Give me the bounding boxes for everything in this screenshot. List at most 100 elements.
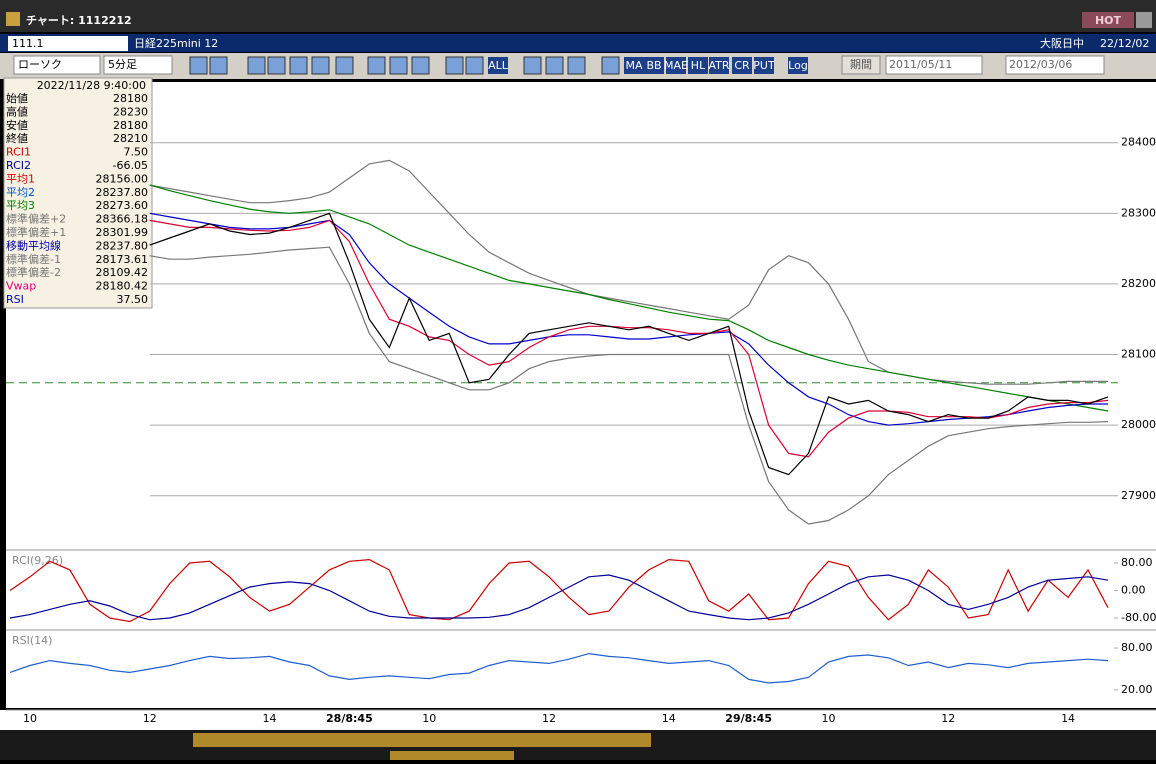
y-tick-label: 80.00 [1121, 641, 1153, 654]
interval-select[interactable] [103, 55, 173, 75]
info-value: 28180 [113, 92, 148, 105]
panel-title: RCI(9,26) [12, 554, 63, 567]
info-label: 標準偏差+2 [6, 212, 66, 226]
tool-icon[interactable] [311, 56, 330, 75]
tool-icon[interactable] [189, 56, 208, 75]
from-input[interactable] [885, 55, 983, 75]
tool-label: ALL [488, 59, 509, 72]
tool-button[interactable] [624, 57, 644, 74]
series-line [9, 574, 1109, 621]
tool-label: CR [734, 59, 750, 72]
tool-icon[interactable] [465, 56, 484, 75]
info-value: 28237.80 [96, 186, 149, 199]
info-value: 28173.61 [96, 253, 149, 266]
y-tick-label: 27900 [1121, 489, 1156, 502]
tool-icon[interactable] [267, 56, 286, 75]
series-line [149, 212, 1108, 426]
session: 大阪日中 [1040, 36, 1084, 50]
interval: 5分足 [108, 58, 137, 71]
symbol-name: 日経225mini 12 [134, 37, 218, 50]
x-tick-label: 14 [1061, 712, 1075, 725]
x-tick-label: 12 [542, 712, 556, 725]
x-tick-label: 14 [263, 712, 277, 725]
info-label: 標準偏差-2 [6, 265, 61, 279]
tool-icon[interactable] [545, 56, 564, 75]
x-axis-area [0, 710, 1156, 730]
info-label: 安値 [6, 118, 28, 132]
series-line [149, 184, 1109, 412]
y-tick-label: 28100 [1121, 348, 1156, 361]
hot-badge[interactable] [1082, 12, 1134, 28]
tool-label: MA [625, 59, 642, 72]
info-label: RCI1 [6, 146, 31, 159]
from-date: 2011/05/11 [889, 58, 952, 71]
info-label: 始値 [6, 91, 28, 105]
period-button[interactable] [841, 55, 881, 75]
x-tick-label: 29/8:45 [725, 712, 772, 725]
scroll-thumb[interactable] [193, 733, 651, 747]
tool-icon[interactable] [411, 56, 430, 75]
tool-label: HL [691, 59, 706, 72]
close-button[interactable] [1136, 12, 1152, 28]
tool-label: PUT [753, 59, 775, 72]
tool-icon[interactable] [523, 56, 542, 75]
tool-button[interactable] [754, 57, 774, 74]
y-tick-label: 20.00 [1121, 683, 1153, 696]
tool-button[interactable] [732, 57, 752, 74]
y-tick-label: 28300 [1121, 206, 1156, 219]
info-value: 28210 [113, 132, 148, 145]
info-value: 28230 [113, 105, 148, 118]
tool-icon[interactable] [445, 56, 464, 75]
y-tick-label: 28000 [1121, 418, 1156, 431]
info-label: 平均1 [6, 172, 35, 185]
tool-icon[interactable] [567, 56, 586, 75]
chart-style: ローソク [18, 58, 62, 71]
window-title: チャート: 1112212 [26, 14, 132, 27]
series-line [9, 652, 1109, 684]
series-line [149, 212, 1109, 476]
tool-icon[interactable] [335, 56, 354, 75]
y-tick-label: 0.00 [1121, 584, 1146, 597]
tool-button[interactable] [688, 57, 708, 74]
info-datetime: 2022/11/28 9:40:00 [37, 79, 146, 92]
tool-icon[interactable] [289, 56, 308, 75]
x-tick-label: 12 [941, 712, 955, 725]
tool-icon[interactable] [389, 56, 408, 75]
info-label: Vwap [6, 280, 36, 293]
info-value: 28180 [113, 119, 148, 132]
tool-button[interactable] [788, 57, 808, 74]
info-label: RCI2 [6, 159, 31, 172]
tool-button[interactable] [488, 57, 508, 74]
style-select[interactable] [13, 55, 101, 75]
symbol-bar [0, 34, 1156, 52]
app-icon [6, 12, 20, 26]
title-bar [0, 0, 1156, 32]
y-tick-label: 28200 [1121, 277, 1156, 290]
period-label: 期間 [850, 58, 872, 71]
tool-icon[interactable] [209, 56, 228, 75]
info-label: 標準偏差-1 [6, 252, 61, 266]
series-line [149, 219, 1109, 458]
info-value: 28109.42 [96, 266, 149, 279]
date: 22/12/02 [1100, 37, 1149, 50]
code-input[interactable] [8, 36, 128, 51]
info-panel [3, 77, 153, 309]
tool-button[interactable] [644, 57, 664, 74]
tool-icon[interactable] [601, 56, 620, 75]
tool-icon[interactable] [367, 56, 386, 75]
info-value: -66.05 [113, 159, 148, 172]
info-label: 平均2 [6, 186, 35, 199]
info-value: 28156.00 [96, 172, 149, 185]
tool-button[interactable] [709, 57, 729, 74]
tool-icon[interactable] [247, 56, 266, 75]
info-value: 28180.42 [96, 280, 149, 293]
code: 111.1 [12, 37, 44, 50]
to-input[interactable] [1005, 55, 1105, 75]
info-label: RSI [6, 293, 24, 306]
y-tick-label: 80.00 [1121, 556, 1153, 569]
plot-area [6, 82, 1118, 708]
info-label: 移動平均線 [6, 238, 61, 252]
scroll-thumb-lower[interactable] [390, 751, 514, 760]
tool-button[interactable] [666, 57, 686, 74]
